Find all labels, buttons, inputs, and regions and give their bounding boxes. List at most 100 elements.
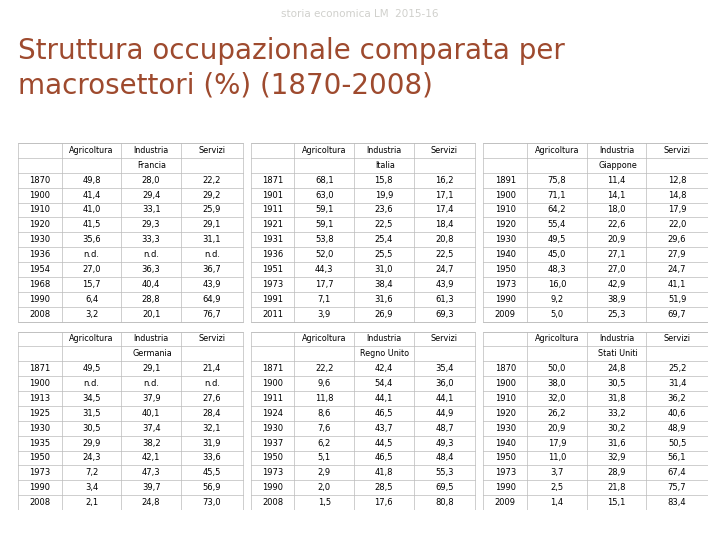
Text: 1954: 1954 — [30, 265, 50, 274]
Text: 42,4: 42,4 — [374, 364, 393, 373]
Text: 27,6: 27,6 — [202, 394, 221, 403]
Text: 3,7: 3,7 — [550, 468, 564, 477]
Text: 33,3: 33,3 — [142, 235, 161, 244]
Text: 14,8: 14,8 — [668, 191, 686, 200]
Text: Regno Unito: Regno Unito — [360, 349, 410, 359]
Text: Agricoltura: Agricoltura — [535, 146, 579, 155]
Text: 44,5: 44,5 — [374, 438, 393, 448]
Text: n.d.: n.d. — [143, 250, 159, 259]
Text: 1940: 1940 — [495, 250, 516, 259]
Text: 51,9: 51,9 — [668, 295, 686, 303]
Text: 22,5: 22,5 — [436, 250, 454, 259]
Text: Industria: Industria — [133, 334, 168, 343]
Text: Germania: Germania — [132, 349, 172, 359]
Text: 40,4: 40,4 — [142, 280, 161, 289]
Text: 28,8: 28,8 — [142, 295, 161, 303]
Text: Stati Uniti: Stati Uniti — [598, 349, 637, 359]
Text: 1871: 1871 — [262, 364, 283, 373]
Text: 15,7: 15,7 — [82, 280, 101, 289]
Text: 11,0: 11,0 — [548, 454, 566, 462]
Text: 40,6: 40,6 — [668, 409, 686, 418]
Text: 18,4: 18,4 — [435, 220, 454, 230]
Text: 1911: 1911 — [262, 205, 283, 214]
Text: 49,8: 49,8 — [82, 176, 101, 185]
Text: 54,4: 54,4 — [374, 379, 393, 388]
Text: 21,8: 21,8 — [607, 483, 626, 492]
Text: 1900: 1900 — [495, 379, 516, 388]
Text: 6,2: 6,2 — [318, 438, 331, 448]
Text: 50,0: 50,0 — [548, 364, 566, 373]
Text: 34,5: 34,5 — [82, 394, 101, 403]
Text: 2009: 2009 — [495, 498, 516, 507]
Text: 9,2: 9,2 — [550, 295, 564, 303]
Text: 1901: 1901 — [262, 191, 283, 200]
Text: 11,8: 11,8 — [315, 394, 333, 403]
Text: 19,9: 19,9 — [374, 191, 393, 200]
Text: 6,4: 6,4 — [85, 295, 98, 303]
Text: 55,3: 55,3 — [435, 468, 454, 477]
Text: 26,9: 26,9 — [374, 309, 393, 319]
Text: 32,1: 32,1 — [202, 424, 221, 433]
Text: 1973: 1973 — [30, 468, 50, 477]
Text: n.d.: n.d. — [84, 250, 99, 259]
Text: 75,7: 75,7 — [667, 483, 686, 492]
Text: 20,9: 20,9 — [607, 235, 626, 244]
Text: 1891: 1891 — [495, 176, 516, 185]
Text: 71,1: 71,1 — [548, 191, 566, 200]
Text: 73,0: 73,0 — [202, 498, 221, 507]
Text: 31,5: 31,5 — [82, 409, 101, 418]
Text: 16,2: 16,2 — [435, 176, 454, 185]
Text: 23,6: 23,6 — [374, 205, 393, 214]
Text: 1930: 1930 — [495, 235, 516, 244]
Text: Francia: Francia — [138, 161, 167, 170]
Text: 75,8: 75,8 — [548, 176, 566, 185]
Text: 1870: 1870 — [30, 176, 50, 185]
Text: 1936: 1936 — [30, 250, 50, 259]
Text: 2008: 2008 — [30, 498, 50, 507]
Text: 2009: 2009 — [495, 309, 516, 319]
Text: 41,4: 41,4 — [82, 191, 101, 200]
Text: 11,4: 11,4 — [607, 176, 626, 185]
Text: 31,1: 31,1 — [202, 235, 221, 244]
Text: 1973: 1973 — [495, 280, 516, 289]
Text: 1910: 1910 — [495, 394, 516, 403]
Text: 50,5: 50,5 — [668, 438, 686, 448]
Text: 32,9: 32,9 — [607, 454, 626, 462]
Text: 27,9: 27,9 — [668, 250, 686, 259]
Text: 45,0: 45,0 — [548, 250, 566, 259]
Text: 80,8: 80,8 — [435, 498, 454, 507]
Text: 38,0: 38,0 — [548, 379, 566, 388]
Text: 67,4: 67,4 — [667, 468, 686, 477]
Text: 7,6: 7,6 — [318, 424, 331, 433]
Bar — [251, 143, 475, 321]
Text: 35,4: 35,4 — [435, 364, 454, 373]
Text: 43,9: 43,9 — [435, 280, 454, 289]
Text: 1,5: 1,5 — [318, 498, 330, 507]
Text: 64,2: 64,2 — [548, 205, 566, 214]
Text: Italia: Italia — [375, 161, 395, 170]
Text: 49,3: 49,3 — [435, 438, 454, 448]
Text: 43,9: 43,9 — [202, 280, 221, 289]
Text: Servizi: Servizi — [664, 334, 690, 343]
Text: 44,9: 44,9 — [436, 409, 454, 418]
Text: Struttura occupazionale comparata per
macrosettori (%) (1870-2008): Struttura occupazionale comparata per ma… — [18, 37, 565, 100]
Text: 5,1: 5,1 — [318, 454, 330, 462]
Text: 1990: 1990 — [30, 483, 50, 492]
Text: 27,0: 27,0 — [607, 265, 626, 274]
Text: Servizi: Servizi — [664, 146, 690, 155]
Text: Agricoltura: Agricoltura — [69, 146, 114, 155]
Text: 25,4: 25,4 — [374, 235, 393, 244]
Text: 55,4: 55,4 — [548, 220, 566, 230]
Text: 36,3: 36,3 — [142, 265, 161, 274]
Text: 49,5: 49,5 — [82, 364, 101, 373]
Text: 1937: 1937 — [262, 438, 283, 448]
Text: 20,9: 20,9 — [548, 424, 566, 433]
Text: 1925: 1925 — [30, 409, 50, 418]
Text: 22,0: 22,0 — [668, 220, 686, 230]
Text: 22,2: 22,2 — [202, 176, 221, 185]
Text: 1991: 1991 — [262, 295, 283, 303]
Text: 2008: 2008 — [262, 498, 283, 507]
Text: 12,8: 12,8 — [668, 176, 686, 185]
Text: 17,1: 17,1 — [435, 191, 454, 200]
Text: 35,6: 35,6 — [82, 235, 101, 244]
